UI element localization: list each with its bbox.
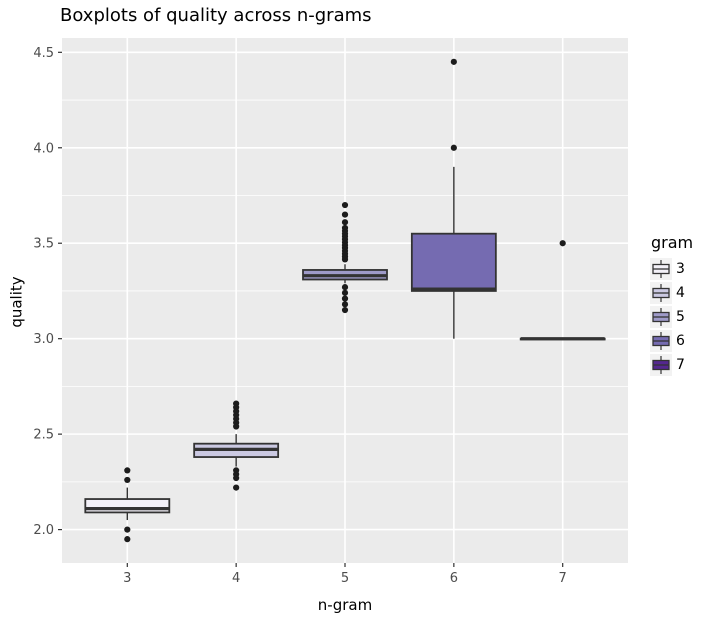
boxplot-gram-3-outlier-dot bbox=[124, 476, 131, 484]
legend-key-boxplot-icon bbox=[650, 257, 672, 280]
x-tick-label: 7 bbox=[559, 571, 567, 586]
legend: gram 3 4 5 6 7 bbox=[650, 233, 693, 377]
boxplot-gram-4-outlier-dot bbox=[233, 423, 240, 430]
legend-entry-4: 4 bbox=[650, 281, 693, 304]
legend-title: gram bbox=[651, 233, 694, 252]
chart-title: Boxplots of quality across n-grams bbox=[60, 5, 372, 26]
boxplot-gram-3-outlier-dot bbox=[124, 467, 131, 474]
boxplot-glyph-icon bbox=[652, 307, 670, 326]
x-tick-label: 6 bbox=[450, 571, 458, 586]
boxplot-gram-5-outlier-dot bbox=[341, 256, 349, 263]
legend-entry-3: 3 bbox=[650, 257, 693, 280]
boxplot-glyph-icon bbox=[652, 259, 670, 278]
y-tick-label: 2.5 bbox=[33, 428, 54, 443]
boxplot-glyph-icon bbox=[652, 355, 670, 374]
y-tick-label: 4.5 bbox=[33, 46, 54, 61]
y-tick-label: 4.0 bbox=[33, 141, 54, 156]
boxplot-gram-4-outlier-dot bbox=[233, 484, 240, 491]
boxplot-gram-5-outlier-dot bbox=[341, 201, 349, 209]
x-axis-title: n-gram bbox=[317, 596, 373, 614]
y-tick-label: 2.0 bbox=[33, 523, 54, 538]
x-tick-label: 5 bbox=[341, 571, 349, 586]
boxplot-gram-5-outlier-dot bbox=[341, 301, 349, 308]
boxplot-gram-3-outlier-dot bbox=[124, 526, 131, 533]
legend-label: 7 bbox=[676, 356, 685, 373]
x-tick-label: 3 bbox=[123, 571, 131, 586]
boxplot-gram-3-box bbox=[84, 498, 171, 514]
legend-entry-6: 6 bbox=[650, 329, 693, 352]
boxplot-gram-3-outlier-dot bbox=[124, 536, 131, 543]
y-axis-title: quality bbox=[7, 276, 26, 328]
legend-label: 3 bbox=[676, 260, 685, 277]
legend-entry-7: 7 bbox=[650, 353, 693, 376]
legend-key-boxplot-icon bbox=[650, 329, 672, 352]
boxplot-gram-5-outlier-dot bbox=[341, 211, 349, 218]
legend-key-boxplot-icon bbox=[650, 305, 672, 328]
boxplot-gram-7-outlier-dot bbox=[559, 240, 566, 247]
boxplot-gram-5-outlier-dot bbox=[341, 295, 349, 302]
x-tick-label: 4 bbox=[232, 571, 240, 586]
y-tick-label: 3.5 bbox=[33, 237, 54, 252]
legend-key-boxplot-icon bbox=[650, 281, 672, 304]
boxplot-gram-4-outlier-dot bbox=[233, 474, 240, 482]
legend-entries: 3 4 5 6 7 bbox=[650, 257, 693, 376]
boxplot-gram-5-outlier-dot bbox=[341, 289, 349, 296]
boxplot-glyph-icon bbox=[652, 331, 670, 350]
y-tick-label: 3.0 bbox=[33, 332, 54, 347]
boxplot-gram-6-outlier-dot bbox=[450, 144, 457, 151]
legend-label: 4 bbox=[676, 284, 685, 301]
boxplot-glyph-icon bbox=[652, 283, 670, 302]
boxplot-gram-6-outlier-dot bbox=[450, 58, 457, 65]
boxplot-gram-5-outlier-dot bbox=[341, 219, 349, 226]
legend-entry-5: 5 bbox=[650, 305, 693, 328]
legend-label: 6 bbox=[676, 332, 685, 349]
boxplot-gram-5-outlier-dot bbox=[341, 306, 349, 314]
boxplot-gram-5-outlier-dot bbox=[341, 284, 349, 291]
legend-key-boxplot-icon bbox=[650, 353, 672, 376]
boxplot-gram-6-box bbox=[410, 232, 497, 292]
legend-label: 5 bbox=[676, 308, 685, 325]
